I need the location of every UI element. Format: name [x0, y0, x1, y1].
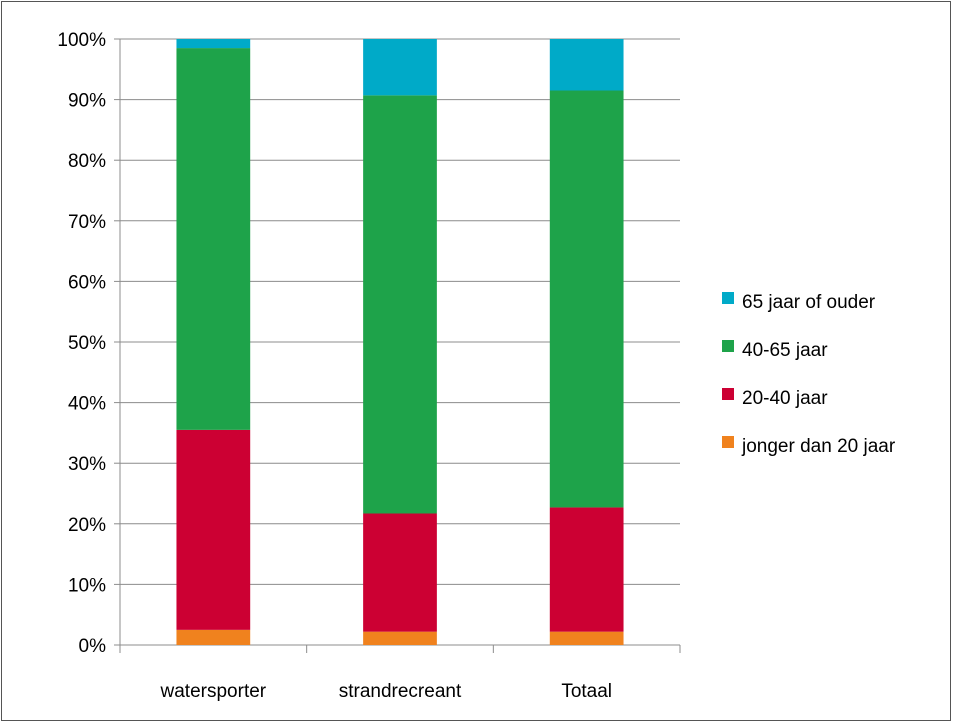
legend-swatch — [722, 388, 734, 400]
legend-label: 65 jaar of ouder — [742, 292, 876, 313]
bar-segment-2-3 — [549, 39, 624, 91]
legend-label: jonger dan 20 jaar — [741, 436, 896, 457]
y-tick-label: 60% — [68, 272, 106, 293]
y-tick-label: 30% — [68, 454, 106, 475]
bar-segment-0-0 — [176, 629, 251, 645]
legend-swatch — [722, 436, 734, 448]
legend-label: 40-65 jaar — [742, 340, 828, 361]
legend-label: 20-40 jaar — [742, 388, 828, 409]
y-tick-label: 80% — [68, 151, 106, 172]
x-category-label: strandrecreant — [339, 681, 462, 702]
bar-segment-0-2 — [176, 48, 251, 430]
bar-segment-0-3 — [176, 39, 251, 49]
bar-segment-1-2 — [363, 95, 437, 514]
bar-segment-2-1 — [549, 507, 624, 632]
y-tick-label: 0% — [79, 636, 107, 657]
bar-segment-1-1 — [363, 513, 437, 632]
bar-segment-2-2 — [549, 90, 624, 508]
y-tick-label: 90% — [68, 91, 106, 112]
y-tick-label: 100% — [57, 30, 106, 51]
bar-segment-1-3 — [363, 39, 437, 96]
x-category-label: watersporter — [160, 681, 267, 702]
y-tick-label: 20% — [68, 515, 106, 536]
bar-segment-0-1 — [176, 429, 251, 630]
legend-swatch — [722, 340, 734, 352]
x-category-label: Totaal — [561, 681, 612, 702]
legend-swatch — [722, 292, 734, 304]
y-tick-label: 50% — [68, 333, 106, 354]
y-tick-label: 70% — [68, 212, 106, 233]
y-tick-label: 40% — [68, 394, 106, 415]
bar-segment-1-0 — [363, 631, 437, 645]
bar-segment-2-0 — [549, 631, 624, 645]
y-tick-label: 10% — [68, 575, 106, 596]
